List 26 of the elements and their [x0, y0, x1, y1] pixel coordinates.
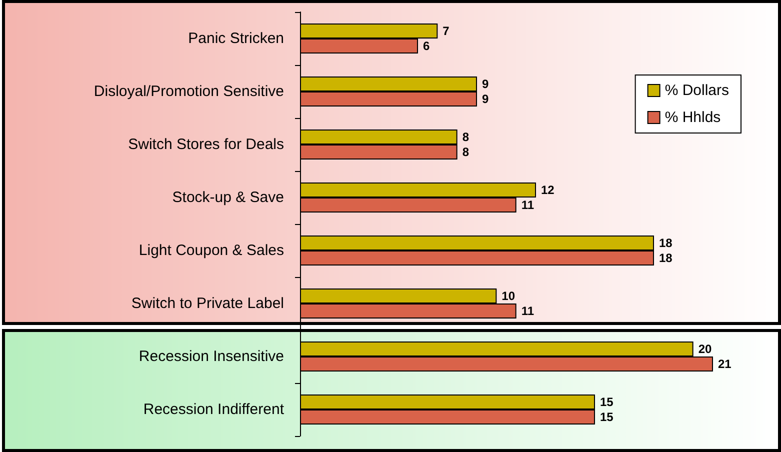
y-tick-label: Recession Insensitive: [138, 348, 284, 365]
data-label: 9: [482, 92, 489, 106]
legend-label: % Hhlds: [664, 109, 721, 126]
y-tick-label: Recession Indifferent: [143, 401, 285, 418]
data-label: 8: [462, 130, 470, 144]
data-label: 10: [502, 289, 516, 303]
data-label: 21: [718, 357, 732, 371]
y-tick-label: Disloyal/Promotion Sensitive: [94, 83, 284, 100]
data-label: 11: [521, 198, 534, 212]
data-label: 9: [482, 77, 489, 91]
y-tick-label: Switch to Private Label: [131, 295, 284, 312]
y-tick-label: Stock-up & Save: [172, 189, 284, 206]
y-tick-label: Light Coupon & Sales: [138, 242, 284, 259]
y-tick-label: Switch Stores for Deals: [128, 136, 284, 153]
data-label: 15: [600, 395, 614, 409]
data-label: 18: [659, 251, 673, 265]
data-label: 8: [462, 145, 470, 159]
y-tick-label: Panic Stricken: [188, 30, 284, 47]
legend-label: % Dollars: [664, 82, 730, 99]
data-label: 20: [698, 342, 712, 356]
data-label: 15: [600, 410, 614, 424]
data-label: 11: [521, 304, 534, 318]
data-label: 6: [423, 39, 430, 53]
data-label: 18: [659, 236, 673, 250]
data-label: 12: [541, 183, 555, 197]
data-label: 7: [442, 24, 450, 38]
